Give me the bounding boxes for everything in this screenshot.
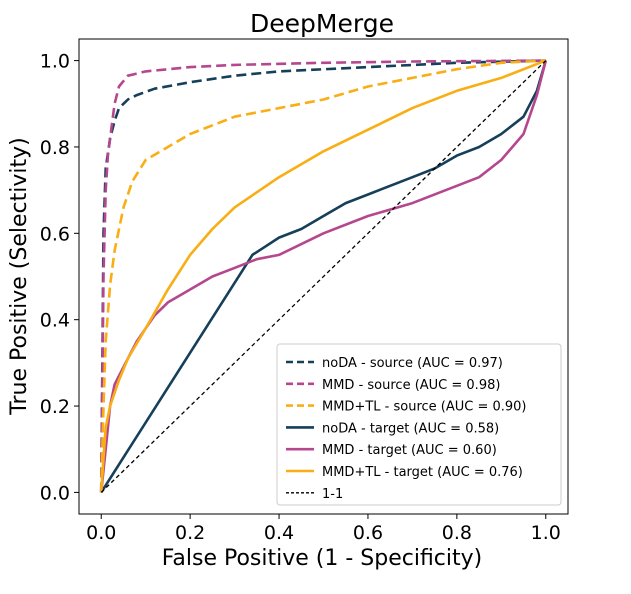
x-tick-label: 0.2 xyxy=(175,522,205,544)
y-tick-label: 0.0 xyxy=(40,482,70,504)
series-line-3 xyxy=(100,60,548,494)
chart-title: DeepMerge xyxy=(250,9,394,38)
legend-box xyxy=(276,343,562,506)
series-line-1 xyxy=(99,59,546,493)
series-line-5 xyxy=(99,59,547,493)
series-line-2 xyxy=(99,59,546,493)
x-tick-label: 0.4 xyxy=(264,522,294,544)
legend-label-4: MMD - target (AUC = 0.60) xyxy=(322,443,497,458)
legend-label-1: MMD - source (AUC = 0.98) xyxy=(322,378,500,393)
y-tick-label: 1.0 xyxy=(40,51,70,73)
y-tick-label: 0.4 xyxy=(40,310,70,332)
x-axis-label: False Positive (1 - Specificity) xyxy=(162,546,483,571)
x-tick-label: 0.0 xyxy=(86,522,116,544)
x-axis-ticks: 0.0 0.2 0.4 0.6 0.8 1.0 xyxy=(86,514,561,544)
y-axis-ticks: 0.0 0.2 0.4 0.6 0.8 1.0 xyxy=(40,51,79,504)
legend-label-2: MMD+TL - source (AUC = 0.90) xyxy=(322,400,527,415)
plot-frame xyxy=(78,38,569,515)
x-tick-label: 0.8 xyxy=(442,522,472,544)
plot-lines xyxy=(99,59,548,494)
y-tick-label: 0.6 xyxy=(40,223,70,245)
x-tick-label: 0.6 xyxy=(353,522,383,544)
x-tick-label: 1.0 xyxy=(531,522,561,544)
legend: noDA - source (AUC = 0.97) MMD - source (… xyxy=(276,343,562,506)
legend-label-0: noDA - source (AUC = 0.97) xyxy=(322,356,503,371)
y-tick-label: 0.2 xyxy=(40,396,70,418)
series-line-4 xyxy=(99,60,548,493)
series-line-6 xyxy=(100,60,547,493)
legend-label-5: MMD+TL - target (AUC = 0.76) xyxy=(322,465,523,480)
y-axis-label: True Positive (Selectivity) xyxy=(7,137,32,415)
y-tick-label: 0.8 xyxy=(40,137,70,159)
legend-label-3: noDA - target (AUC = 0.58) xyxy=(322,421,499,436)
legend-label-6: 1-1 xyxy=(322,487,343,502)
